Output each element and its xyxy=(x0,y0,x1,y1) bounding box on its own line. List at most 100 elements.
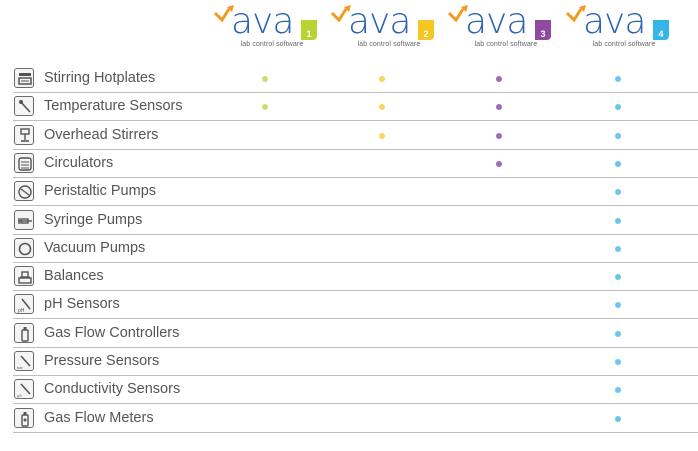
conductivity-probe-icon: µS xyxy=(17,383,31,398)
feature-label: Gas Flow Controllers xyxy=(44,324,180,341)
level-4-availability-dot xyxy=(615,76,621,82)
level-badge: level 1 xyxy=(301,13,317,40)
level-badge: level 4 xyxy=(653,13,669,40)
chevron-logo-icon xyxy=(565,5,586,23)
ava-level-3-logo: ava level 3 lab control software xyxy=(447,1,557,52)
feature-row: Overhead Stirrers xyxy=(13,122,698,150)
gas-flow-controller-icon xyxy=(21,326,29,342)
level-number: 4 xyxy=(658,29,664,39)
logo-tagline: lab control software xyxy=(357,41,421,48)
level-4-availability-dot xyxy=(615,359,621,365)
level-word: level xyxy=(420,13,432,19)
level-3-availability-dot xyxy=(496,76,502,82)
level-number: 3 xyxy=(540,29,546,39)
level-4-availability-dot xyxy=(615,132,621,139)
logo-tagline: lab control software xyxy=(240,41,304,48)
vacuum-pump-icon xyxy=(18,242,32,256)
feature-label: Circulators xyxy=(44,154,114,171)
feature-row: Balances xyxy=(13,263,698,292)
level-word: level xyxy=(303,13,315,19)
feature-icon-box xyxy=(14,209,34,230)
feature-icon-box: pH xyxy=(14,294,34,315)
feature-row: Temperature Sensors xyxy=(13,93,698,122)
feature-icon-box xyxy=(14,266,34,287)
pressure-probe-icon: bar xyxy=(17,355,31,370)
ava-wordmark: ava xyxy=(583,1,646,42)
feature-row: Vacuum Pumps xyxy=(13,235,698,263)
level-3-availability-dot xyxy=(496,160,502,167)
feature-label: Gas Flow Meters xyxy=(44,409,154,426)
feature-label: Stirring Hotplates xyxy=(44,70,156,86)
level-4-availability-dot xyxy=(615,274,621,281)
logo-tagline: lab control software xyxy=(474,41,538,48)
hotplate-icon xyxy=(18,73,32,85)
feature-row: µS Conductivity Sensors xyxy=(13,376,698,405)
level-1-availability-dot xyxy=(262,76,268,82)
ava-level-4-logo: ava level 4 lab control software xyxy=(565,1,675,52)
level-4-availability-dot xyxy=(615,415,621,422)
feature-label: Pressure Sensors xyxy=(44,353,160,369)
feature-label: Balances xyxy=(44,268,104,285)
level-number: 2 xyxy=(423,29,429,39)
balance-icon xyxy=(18,271,32,284)
ava-level-1-logo: ava level 1 lab control software xyxy=(213,1,323,52)
level-4-availability-dot xyxy=(615,189,621,196)
level-2-availability-dot xyxy=(379,104,385,111)
chevron-logo-icon xyxy=(447,5,468,23)
level-2-availability-dot xyxy=(379,76,385,82)
level-4-availability-dot xyxy=(615,245,621,252)
ava-wordmark: ava xyxy=(348,1,411,42)
feature-label: Peristaltic Pumps xyxy=(44,183,157,200)
level-4-availability-dot xyxy=(615,387,621,394)
feature-icon-box xyxy=(14,96,34,117)
level-4-availability-dot xyxy=(615,330,621,337)
svg-text:µS: µS xyxy=(17,393,22,398)
syringe-icon xyxy=(18,217,32,224)
chevron-logo-icon xyxy=(330,5,351,23)
feature-row: Circulators xyxy=(13,150,698,178)
level-badge: level 2 xyxy=(418,13,434,40)
feature-row: Gas Flow Controllers xyxy=(13,320,698,348)
feature-icon-box xyxy=(14,152,34,173)
feature-icon-box xyxy=(14,124,34,145)
feature-icon-box: bar xyxy=(14,351,34,371)
ava-level-2-logo: ava level 2 lab control software xyxy=(330,1,440,52)
ava-wordmark: ava xyxy=(231,1,294,42)
feature-label: Conductivity Sensors xyxy=(44,381,181,398)
feature-icon-box xyxy=(14,322,34,343)
feature-icon-box xyxy=(14,407,34,428)
feature-icon-box xyxy=(14,68,34,88)
overhead-stirrer-icon xyxy=(20,127,30,142)
level-4-availability-dot xyxy=(615,104,621,111)
level-number: 1 xyxy=(306,29,312,39)
level-4-availability-dot xyxy=(615,217,621,224)
feature-label: Vacuum Pumps xyxy=(44,239,146,256)
feature-label: Overhead Stirrers xyxy=(44,126,159,143)
level-badge: level 3 xyxy=(535,13,551,40)
ava-wordmark: ava xyxy=(465,1,528,42)
feature-icon-box xyxy=(14,181,34,202)
level-3-availability-dot xyxy=(496,104,502,111)
level-word: level xyxy=(537,13,549,19)
level-4-availability-dot xyxy=(615,302,621,309)
feature-label: Temperature Sensors xyxy=(44,98,183,115)
feature-label: pH Sensors xyxy=(44,296,120,313)
level-1-availability-dot xyxy=(262,104,268,111)
circulator-icon xyxy=(18,157,32,171)
chevron-logo-icon xyxy=(213,5,234,23)
level-2-availability-dot xyxy=(379,132,385,139)
feature-row: Gas Flow Meters xyxy=(13,405,698,433)
feature-row: Syringe Pumps xyxy=(13,207,698,235)
logo-tagline: lab control software xyxy=(592,41,656,48)
svg-text:bar: bar xyxy=(17,365,23,370)
feature-row: pH pH Sensors xyxy=(13,291,698,320)
svg-text:pH: pH xyxy=(18,308,25,313)
feature-row: Peristaltic Pumps xyxy=(13,178,698,207)
feature-row: bar Pressure Sensors xyxy=(13,348,698,376)
gas-flow-meter-icon xyxy=(21,411,29,427)
thermometer-probe-icon xyxy=(19,100,31,113)
level-3-availability-dot xyxy=(496,132,502,139)
ph-probe-icon: pH xyxy=(18,298,31,313)
feature-icon-box: µS xyxy=(14,379,34,400)
feature-icon-box xyxy=(14,237,34,258)
